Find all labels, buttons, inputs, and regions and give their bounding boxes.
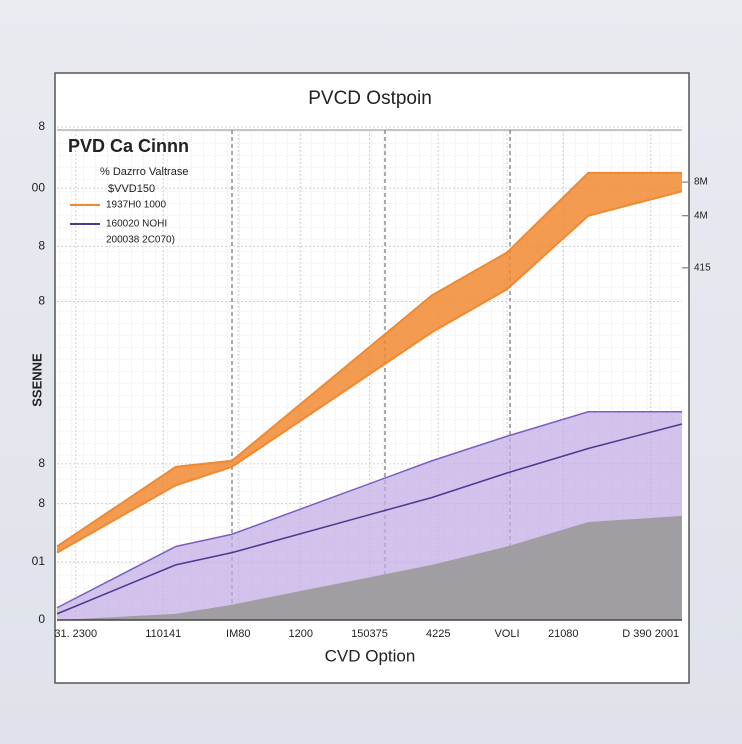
y-tick-label: 8 — [38, 119, 45, 133]
y-axis-title: SSENNE — [29, 353, 44, 407]
x-tick-label: 150375 — [351, 628, 388, 640]
legend-note: 200038 2C070) — [106, 235, 175, 246]
area — [57, 515, 682, 620]
x-axis-title: CVD Option — [325, 646, 416, 665]
legend-label: 160020 NOHI — [106, 219, 167, 230]
x-tick-label: VOLI — [494, 628, 519, 640]
x-tick-label: 1200 — [289, 628, 313, 640]
y-tick-label: 00 — [32, 180, 46, 194]
inner-title: PVD Ca Cinnn — [68, 136, 189, 156]
y-tick-label: 8 — [38, 294, 45, 308]
x-tick-label: D 390 2001 — [622, 628, 679, 640]
x-tick-label: 4225 — [426, 628, 450, 640]
legend-note: $VVD150 — [108, 183, 155, 195]
y-tick-label: 8 — [38, 239, 45, 253]
y2-tick-label: 8M — [694, 177, 708, 188]
legend-label: 1937H0 1000 — [106, 200, 166, 211]
x-tick-label: 21080 — [548, 628, 579, 640]
y2-tick-label: 4M — [694, 210, 708, 221]
band-edge — [56, 190, 683, 554]
y-tick-label: 8 — [38, 496, 45, 510]
x-tick-label: 31. 2300 — [54, 628, 97, 640]
y-tick-label: 0 — [38, 612, 45, 626]
area-edge — [56, 411, 682, 609]
y2-tick-label: 415 — [694, 262, 711, 273]
y-tick-label: 8 — [38, 456, 45, 470]
y-tick-label: 01 — [32, 554, 46, 568]
band — [57, 172, 682, 553]
legend-note: % Dazrro Valtrase — [100, 166, 188, 178]
x-tick-label: IM80 — [226, 628, 250, 640]
band-edge — [56, 171, 682, 548]
line — [56, 423, 683, 615]
chart-title: PVCD Ostpoin — [308, 88, 432, 109]
x-tick-label: 110141 — [145, 628, 181, 640]
